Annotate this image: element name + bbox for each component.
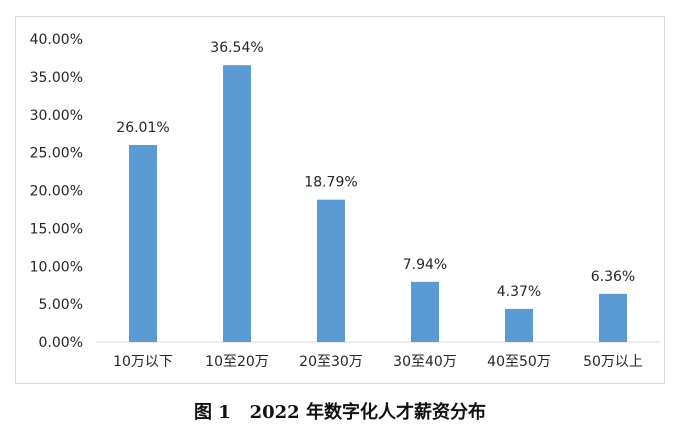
bar — [317, 199, 345, 342]
data-label: 18.79% — [304, 175, 357, 191]
data-label: 7.94% — [403, 257, 447, 273]
y-tick-label: 40.00% — [30, 32, 83, 48]
bar — [129, 144, 157, 342]
y-tick-label: 0.00% — [39, 335, 83, 351]
data-label: 36.54% — [210, 40, 263, 56]
x-category-label: 30至40万 — [393, 354, 457, 370]
x-category-label: 40至50万 — [487, 354, 551, 370]
x-category-label: 20至30万 — [299, 354, 363, 370]
y-tick-label: 35.00% — [30, 70, 83, 86]
x-category-label: 10至20万 — [205, 354, 269, 370]
y-tick-label: 5.00% — [39, 297, 83, 313]
bar — [505, 308, 533, 342]
y-tick-label: 20.00% — [30, 184, 83, 200]
chart-frame: 0.00% 5.00% 10.00% 15.00% 20.00% 25.00% 30.00%… — [15, 16, 665, 384]
figure-caption: 图 1 2022 年数字化人才薪资分布 — [194, 402, 486, 423]
data-label: 6.36% — [591, 269, 635, 285]
y-tick-label: 15.00% — [30, 221, 83, 237]
bar — [599, 293, 627, 342]
bar-chart: 0.00% 5.00% 10.00% 15.00% 20.00% 25.00% 30.00%… — [30, 32, 660, 370]
x-category-label: 50万以上 — [583, 354, 643, 370]
data-label: 4.37% — [497, 284, 541, 300]
y-tick-label: 25.00% — [30, 146, 83, 162]
y-tick-label: 10.00% — [30, 259, 83, 275]
bar — [223, 65, 251, 342]
data-label: 26.01% — [116, 120, 169, 136]
x-category-label: 10万以下 — [113, 354, 173, 370]
y-tick-label: 30.00% — [30, 108, 83, 124]
bar — [411, 281, 439, 342]
